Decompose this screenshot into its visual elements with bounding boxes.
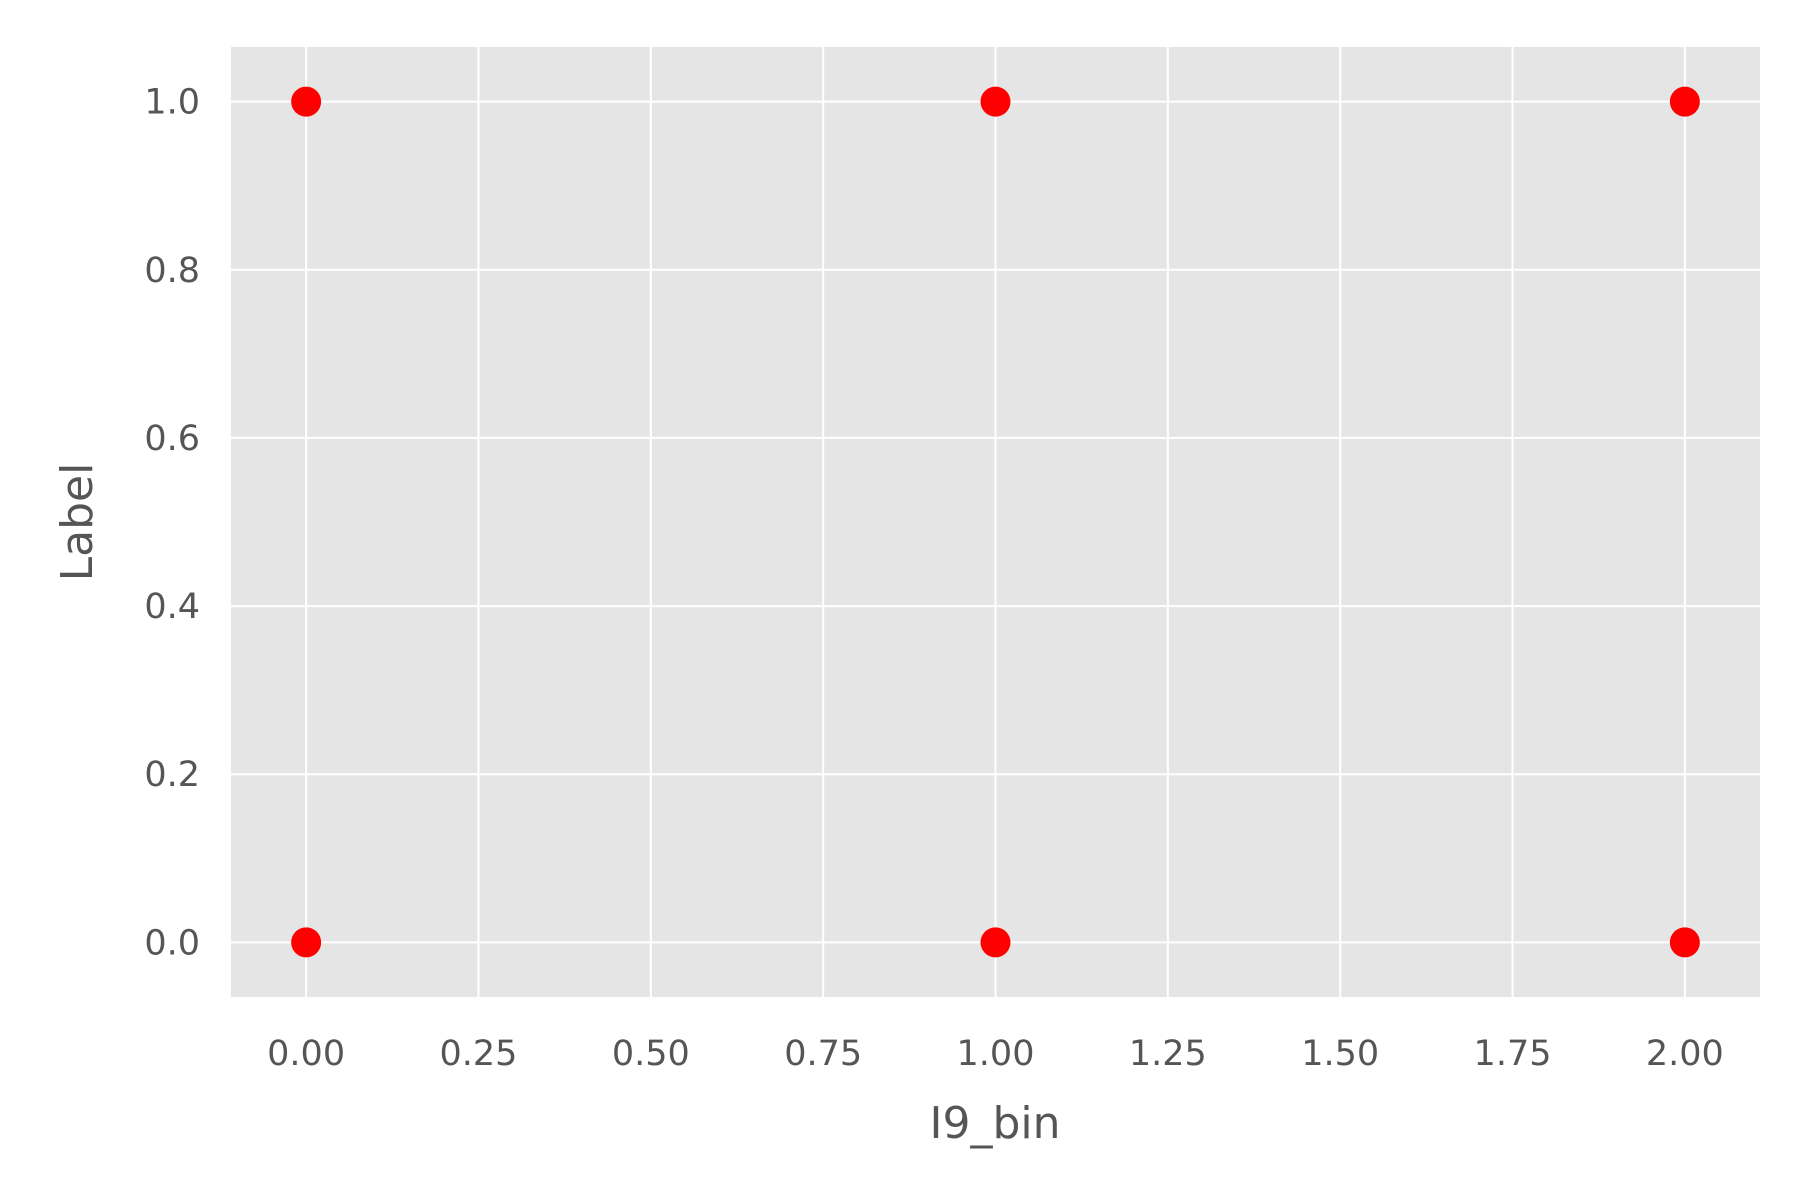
data-point bbox=[1669, 927, 1700, 958]
y-tick-label: 0.8 bbox=[144, 251, 200, 291]
x-axis-ticks: 0.00 0.25 0.50 0.75 1.00 1.25 1.50 1.75 2.00 bbox=[267, 1034, 1724, 1074]
x-tick-label: 0.00 bbox=[267, 1034, 345, 1074]
x-tick-label: 0.75 bbox=[784, 1034, 862, 1074]
x-axis-label: I9_bin bbox=[929, 1098, 1060, 1149]
y-tick-label: 0.2 bbox=[144, 755, 200, 795]
x-tick-label: 1.50 bbox=[1301, 1034, 1379, 1074]
data-point bbox=[980, 86, 1011, 117]
data-points bbox=[291, 86, 1700, 958]
y-tick-label: 0.4 bbox=[144, 587, 200, 627]
x-tick-label: 1.25 bbox=[1129, 1034, 1207, 1074]
y-axis-label: Label bbox=[52, 463, 103, 582]
y-tick-label: 1.0 bbox=[144, 83, 200, 123]
data-point bbox=[291, 927, 322, 958]
data-point bbox=[1669, 86, 1700, 117]
data-point bbox=[980, 927, 1011, 958]
x-tick-label: 0.25 bbox=[440, 1034, 518, 1074]
x-tick-label: 1.75 bbox=[1474, 1034, 1552, 1074]
y-tick-label: 0.0 bbox=[144, 923, 200, 963]
y-axis-ticks: 0.0 0.2 0.4 0.6 0.8 1.0 bbox=[144, 83, 200, 964]
y-tick-label: 0.6 bbox=[144, 419, 200, 459]
x-tick-label: 2.00 bbox=[1646, 1034, 1724, 1074]
data-point bbox=[291, 86, 322, 117]
x-tick-label: 0.50 bbox=[612, 1034, 690, 1074]
x-tick-label: 1.00 bbox=[957, 1034, 1035, 1074]
